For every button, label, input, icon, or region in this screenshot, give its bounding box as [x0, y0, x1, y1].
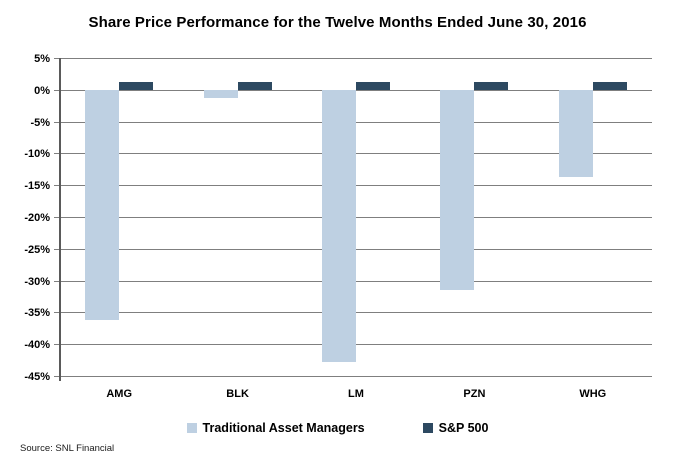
y-axis-line [59, 58, 61, 381]
legend-item-s-p-500: S&P 500 [422, 421, 489, 435]
bar-s-p-500-whg [592, 82, 627, 90]
y-tick-label: -5% [30, 116, 50, 129]
y-tick-label: -45% [24, 371, 50, 383]
bar-traditional-asset-managers-whg [558, 89, 593, 177]
y-tick-label: -40% [24, 339, 50, 352]
bar-traditional-asset-managers-lm [322, 89, 356, 362]
y-tick-label: -15% [24, 180, 50, 193]
gridline [54, 376, 652, 377]
category-label-amg: AMG [106, 388, 133, 400]
legend-label: Traditional Asset Managers [202, 421, 365, 435]
legend-label: S&P 500 [438, 421, 489, 435]
category-label-lm: LM [348, 388, 364, 400]
y-tick-label: -10% [24, 148, 50, 161]
legend-item-traditional-asset-managers: Traditional Asset Managers [186, 421, 365, 435]
bar-s-p-500-pzn [474, 82, 509, 90]
bar-s-p-500-amg [119, 82, 154, 90]
gridline [54, 58, 652, 59]
source-note: Source: SNL Financial [20, 443, 115, 454]
category-label-pzn: PZN [463, 388, 486, 400]
chart-legend: Traditional Asset Managers S&P 500 [0, 422, 675, 435]
y-tick-label: -35% [24, 307, 50, 320]
y-tick-label: -30% [24, 275, 50, 288]
y-tick-label: 0% [34, 84, 50, 97]
bar-s-p-500-lm [356, 82, 390, 90]
legend-swatch-s-p-500 [422, 423, 433, 433]
chart-title: Share Price Performance for the Twelve M… [88, 14, 587, 31]
category-label-blk: BLK [226, 388, 249, 400]
bar-traditional-asset-managers-amg [85, 89, 120, 321]
legend-swatch-traditional-asset-managers [186, 423, 197, 433]
y-tick-label: -20% [24, 212, 50, 224]
bar-s-p-500-blk [237, 82, 272, 90]
category-label-whg: WHG [579, 388, 607, 400]
y-tick-label: -25% [24, 243, 50, 256]
bar-traditional-asset-managers-pzn [440, 89, 475, 291]
y-tick-label: 5% [34, 53, 50, 65]
bar-traditional-asset-managers-blk [203, 89, 238, 99]
